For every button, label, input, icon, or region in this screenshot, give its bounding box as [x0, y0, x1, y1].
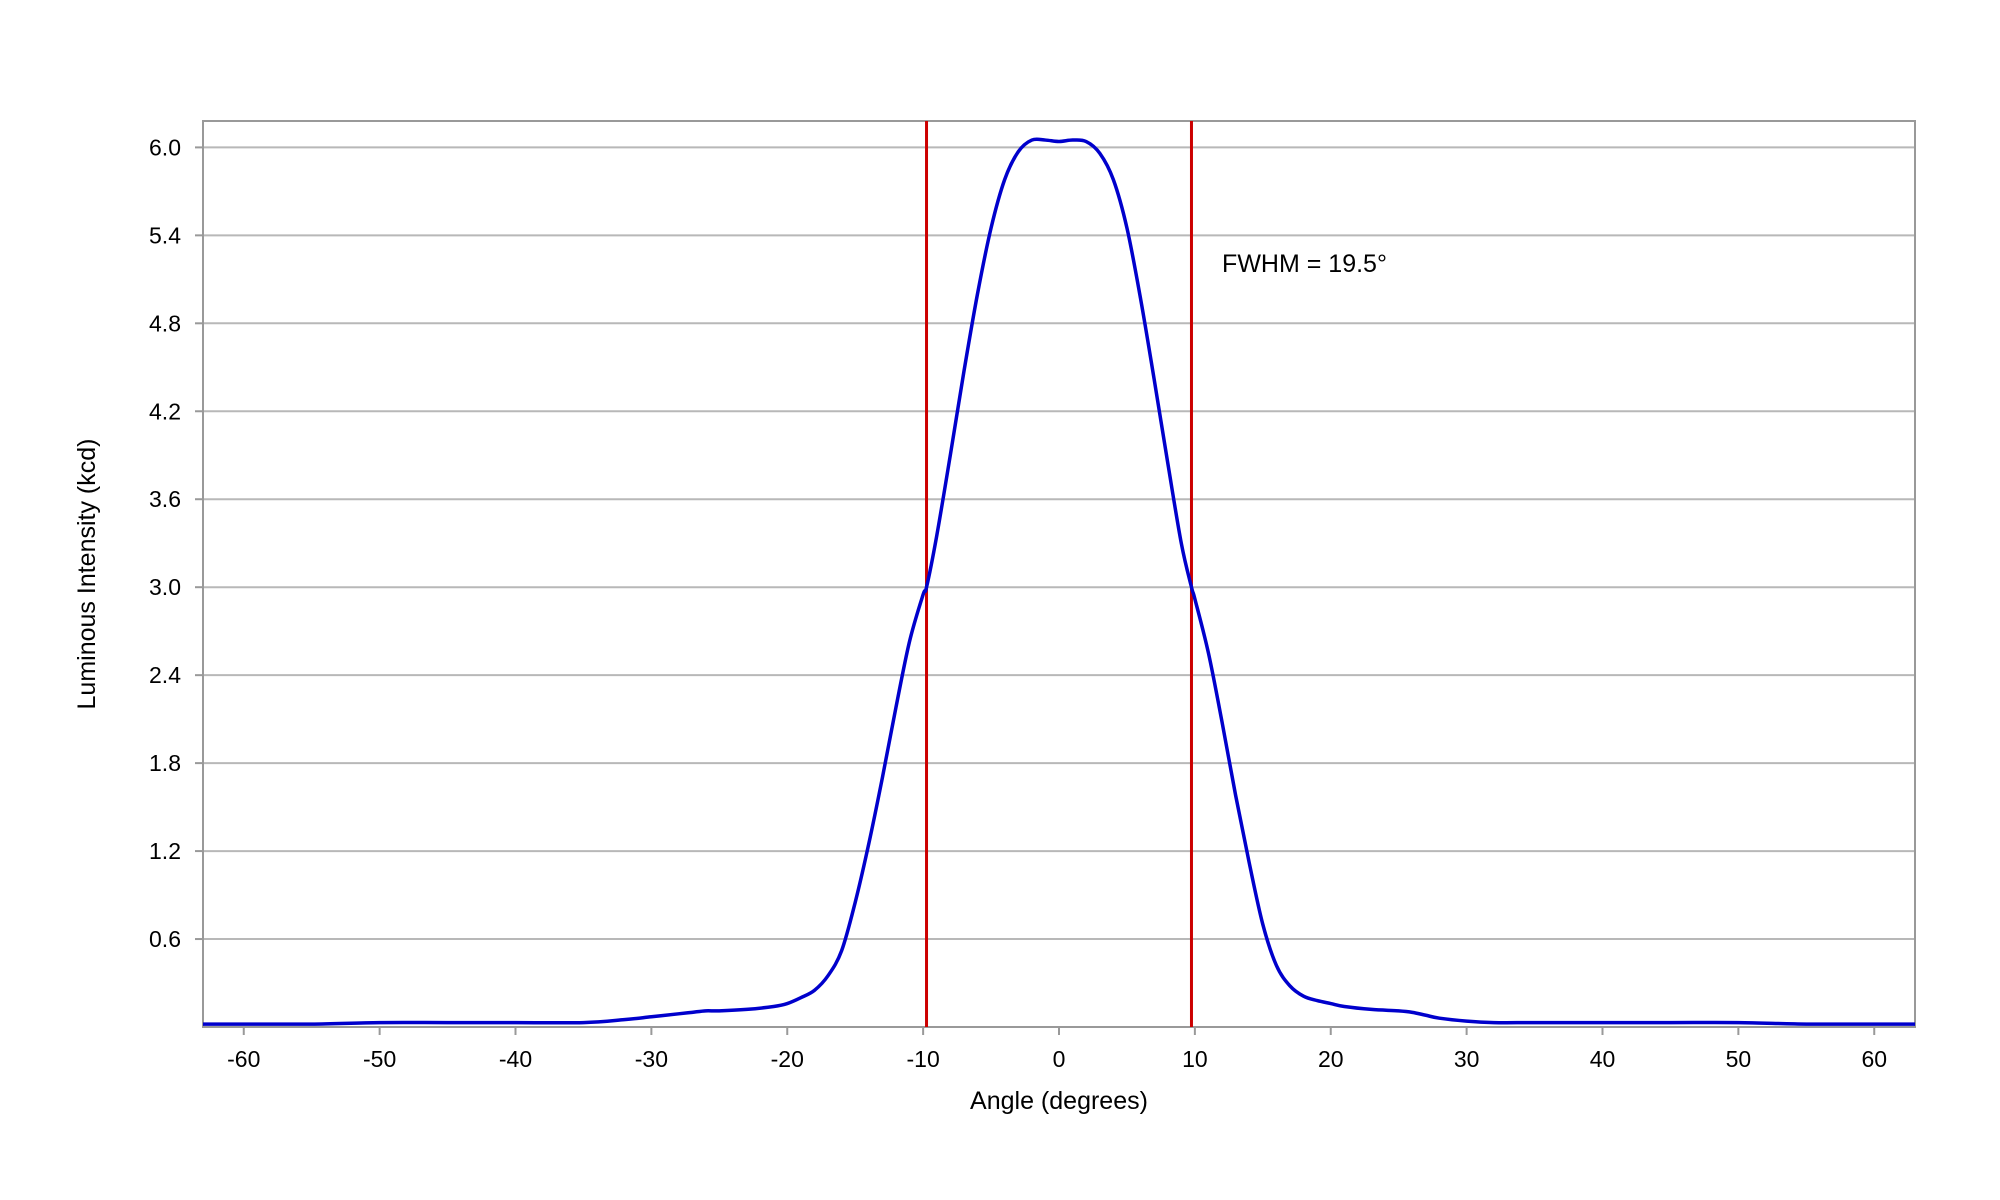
- y-tick-label: 3.0: [149, 574, 181, 600]
- x-tick-label: 40: [1590, 1046, 1616, 1072]
- y-tick-label: 5.4: [149, 222, 181, 248]
- x-tick-label: -40: [499, 1046, 532, 1072]
- fwhm-reference-lines: [925, 121, 1193, 1027]
- grid-lines: [203, 146, 1915, 941]
- x-tick-label: -60: [227, 1046, 260, 1072]
- x-tick-label: -10: [907, 1046, 940, 1072]
- x-tick-label: 20: [1318, 1046, 1344, 1072]
- x-axis-ticks: -60 -50 -40 -30 -20 -10 0 10 20 30 40 50 60: [227, 1027, 1887, 1072]
- fwhm-annotation: FWHM = 19.5°: [1222, 250, 1387, 278]
- x-axis-label: Angle (degrees): [970, 1087, 1148, 1115]
- x-tick-label: -20: [771, 1046, 804, 1072]
- x-tick-label: 0: [1053, 1046, 1066, 1072]
- x-tick-label: -50: [363, 1046, 396, 1072]
- y-tick-label: 3.6: [149, 486, 181, 512]
- x-tick-label: 10: [1182, 1046, 1208, 1072]
- y-tick-label: 1.8: [149, 750, 181, 776]
- series-layer: [202, 137, 1915, 1026]
- x-tick-label: 30: [1454, 1046, 1480, 1072]
- y-tick-label: 6.0: [149, 134, 181, 160]
- x-tick-label: -30: [635, 1046, 668, 1072]
- y-tick-label: 0.6: [149, 926, 181, 952]
- y-tick-label: 2.4: [149, 662, 181, 688]
- y-axis-label: Luminous Intensity (kcd): [73, 439, 101, 710]
- x-tick-label: 60: [1861, 1046, 1887, 1072]
- y-tick-label: 1.2: [149, 838, 181, 864]
- series-line-0: [202, 137, 1915, 1026]
- y-axis-ticks: 0.6 1.2 1.8 2.4 3.0 3.6 4.2 4.8 5.4 6.0: [149, 134, 203, 952]
- y-tick-label: 4.2: [149, 398, 181, 424]
- plot-frame: [202, 120, 1916, 1028]
- x-tick-label: 50: [1726, 1046, 1752, 1072]
- y-tick-label: 4.8: [149, 310, 181, 336]
